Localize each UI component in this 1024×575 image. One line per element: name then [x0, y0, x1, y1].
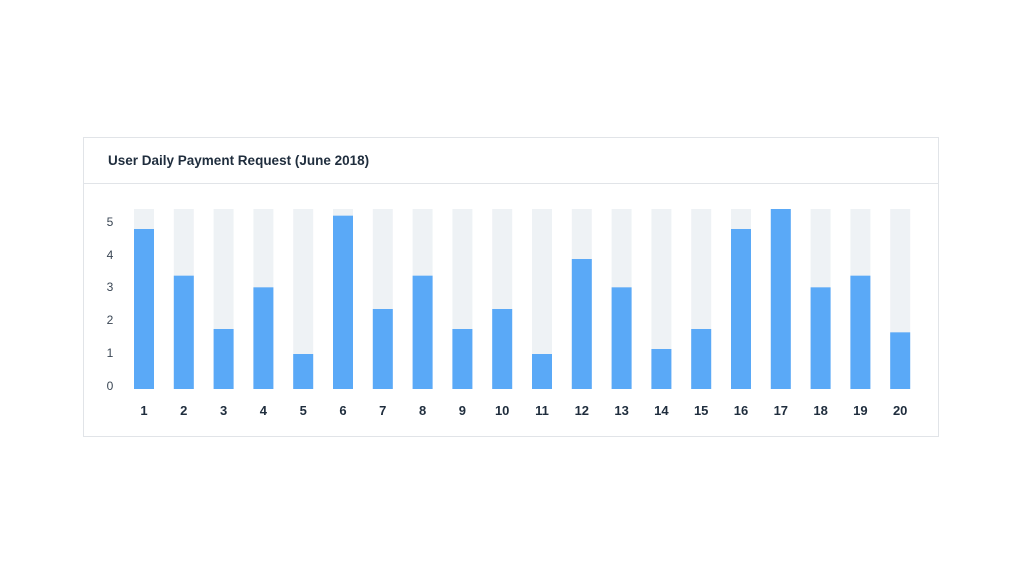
y-tick-label: 2 [107, 313, 114, 327]
x-tick-label: 16 [734, 403, 748, 418]
x-tick-label: 1 [140, 403, 147, 418]
bar-day-19[interactable] [850, 275, 871, 389]
bar-day-15[interactable] [691, 329, 712, 389]
x-tick-label: 6 [339, 403, 346, 418]
bar-day-20[interactable] [890, 332, 911, 389]
bar-day-10[interactable] [492, 309, 513, 389]
x-tick-label: 4 [260, 403, 268, 418]
x-tick-label: 3 [220, 403, 227, 418]
x-tick-label: 13 [614, 403, 628, 418]
bar-day-7[interactable] [372, 309, 393, 389]
bar-day-17[interactable] [770, 209, 791, 389]
x-tick-label: 2 [180, 403, 187, 418]
bar-day-14[interactable] [651, 349, 672, 389]
x-tick-label: 5 [300, 403, 307, 418]
x-tick-label: 11 [535, 403, 549, 418]
x-tick-label: 9 [459, 403, 466, 418]
bar-day-2[interactable] [173, 275, 194, 389]
bar-day-9[interactable] [452, 329, 473, 389]
x-tick-label: 12 [575, 403, 589, 418]
bar-track [293, 209, 314, 389]
x-tick-label: 14 [654, 403, 669, 418]
bar-track [651, 209, 672, 389]
bar-day-6[interactable] [333, 215, 353, 389]
bar-day-8[interactable] [412, 275, 433, 389]
chart-header: User Daily Payment Request (June 2018) [84, 138, 938, 184]
y-tick-label: 3 [107, 280, 114, 294]
bar-day-16[interactable] [731, 229, 751, 389]
bar-day-13[interactable] [611, 287, 632, 389]
bar-day-5[interactable] [293, 354, 314, 389]
x-tick-label: 20 [893, 403, 907, 418]
x-tick-label: 17 [774, 403, 788, 418]
x-tick-label: 18 [813, 403, 827, 418]
bar-day-4[interactable] [253, 287, 274, 389]
x-tick-label: 8 [419, 403, 426, 418]
x-tick-label: 15 [694, 403, 708, 418]
y-tick-label: 5 [107, 215, 114, 229]
chart-title: User Daily Payment Request (June 2018) [108, 153, 370, 168]
y-tick-label: 1 [107, 346, 114, 360]
bar-day-1[interactable] [134, 229, 154, 389]
x-tick-label: 7 [379, 403, 386, 418]
bar-day-18[interactable] [810, 287, 831, 389]
bar-day-11[interactable] [532, 354, 552, 389]
x-tick-label: 19 [853, 403, 867, 418]
y-tick-label: 0 [107, 379, 114, 393]
bar-day-12[interactable] [571, 259, 592, 389]
y-tick-label: 4 [107, 248, 114, 262]
bar-day-3[interactable] [213, 329, 234, 389]
x-tick-label: 10 [495, 403, 509, 418]
bar-track [532, 209, 552, 389]
